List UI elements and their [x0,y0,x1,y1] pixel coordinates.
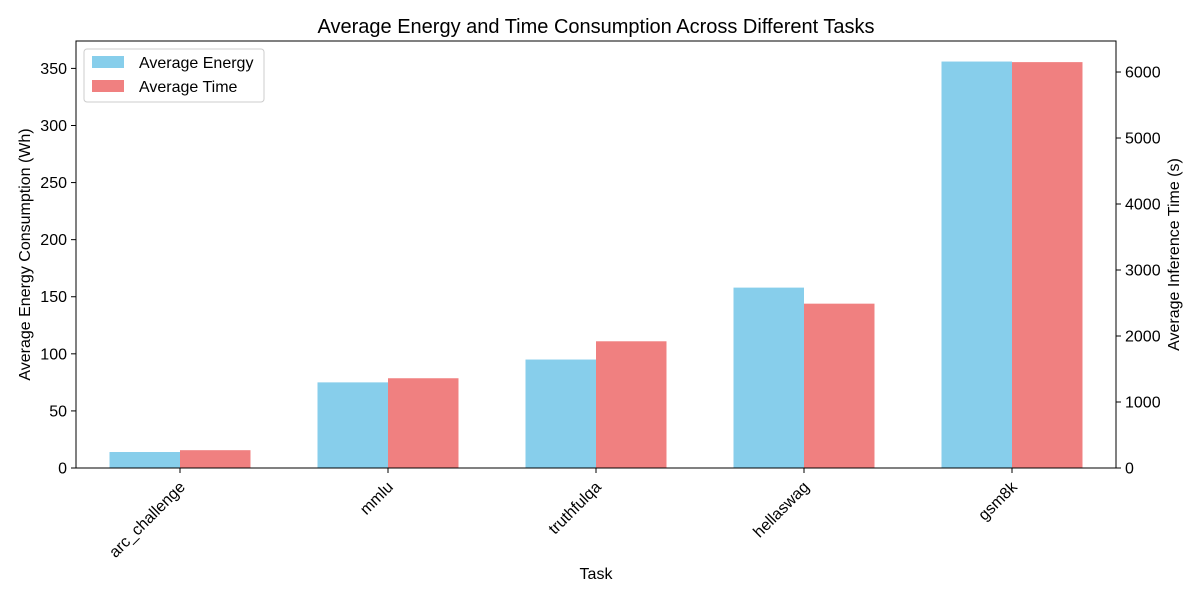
bar-time-mmlu [388,378,459,468]
bars-group [109,61,1083,468]
legend-swatch-energy [92,56,124,68]
bar-time-arc_challenge [180,450,251,468]
left-y-tick-label: 250 [40,175,67,192]
bar-time-gsm8k [1012,62,1083,468]
left-y-tick-label: 300 [40,118,67,135]
right-y-tick-label: 1000 [1125,395,1161,412]
legend-label-energy: Average Energy [139,55,253,72]
right-y-axis: 0 1000 2000 3000 4000 5000 6000 [1116,65,1161,478]
legend-label-time: Average Time [139,79,238,96]
right-y-tick-label: 3000 [1125,263,1161,280]
right-y-tick-label: 5000 [1125,131,1161,148]
left-y-tick-label: 200 [40,232,67,249]
bar-energy-mmlu [317,382,388,468]
left-y-axis-label: Average Energy Consumption (Wh) [17,128,34,380]
legend: Average Energy Average Time [83,48,265,103]
x-tick-label-gsm8k: gsm8k [975,478,1021,524]
x-tick-label-truthfulqa: truthfulqa [546,479,605,538]
legend-box [83,48,265,103]
right-y-tick-label: 2000 [1125,329,1161,346]
bar-time-hellaswag [804,303,875,468]
bar-time-truthfulqa [596,341,667,468]
left-y-tick-label: 0 [58,461,67,478]
x-tick-label-arc_challenge: arc_challenge [106,479,189,562]
bar-energy-truthfulqa [525,359,596,468]
left-y-tick-label: 100 [40,346,67,363]
chart-title: Average Energy and Time Consumption Acro… [318,16,875,38]
x-tick-label-mmlu: mmlu [357,479,397,519]
bar-energy-arc_challenge [109,452,180,468]
right-y-tick-label: 4000 [1125,197,1161,214]
right-y-tick-label: 6000 [1125,65,1161,82]
x-tick-label-hellaswag: hellaswag [750,479,812,541]
left-y-tick-label: 350 [40,61,67,78]
left-y-axis: 0 50 100 150 200 250 300 350 [40,61,76,478]
bar-energy-hellaswag [733,287,804,468]
right-y-tick-label: 0 [1125,461,1134,478]
x-axis-label: Task [580,566,614,583]
bar-energy-gsm8k [941,61,1012,468]
right-y-axis-label: Average Inference Time (s) [1166,158,1183,351]
left-y-tick-label: 150 [40,289,67,306]
x-axis: arc_challenge mmlu truthfulqa hellaswag gsm8… [106,468,1022,562]
legend-swatch-time [92,80,124,92]
left-y-tick-label: 50 [49,403,67,420]
